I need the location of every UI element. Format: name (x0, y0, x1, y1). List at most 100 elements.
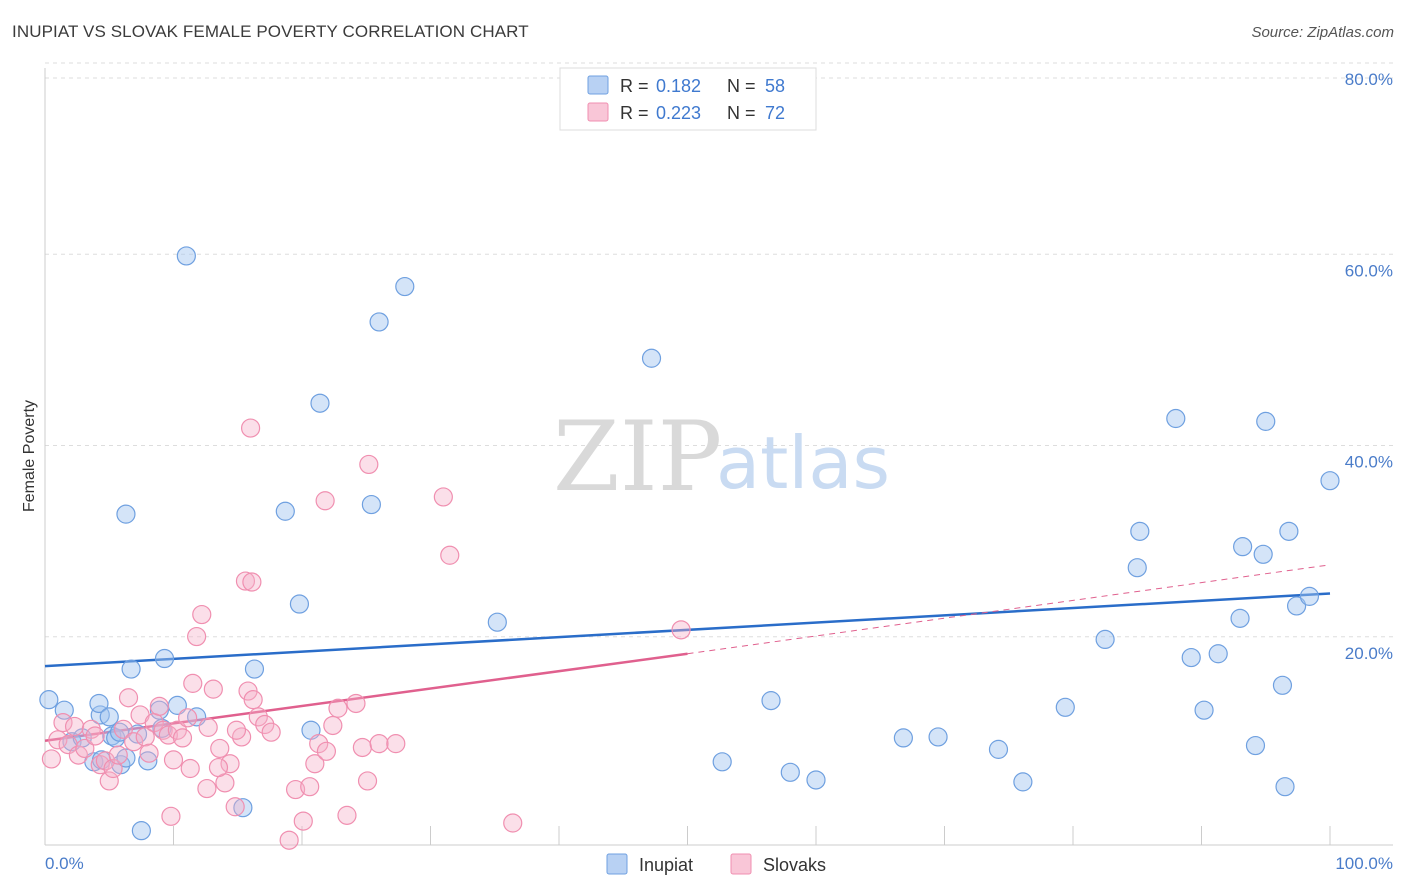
trend-line-slovaks-extension (687, 564, 1331, 655)
point-slovaks (158, 725, 178, 745)
point-inupiat (1272, 675, 1293, 695)
point-inupiat (1055, 697, 1075, 717)
point-inupiat (154, 648, 175, 669)
point-inupiat (806, 770, 826, 790)
point-slovaks (503, 813, 523, 833)
point-inupiat (244, 659, 265, 679)
legend-r-label-2: R = (620, 103, 649, 123)
point-slovaks (41, 749, 62, 769)
point-inupiat (761, 691, 781, 711)
point-slovaks (53, 712, 73, 733)
point-inupiat (1299, 586, 1320, 606)
point-inupiat (1275, 777, 1295, 797)
point-slovaks (242, 572, 262, 592)
bottom-legend-swatch-inupiat (606, 853, 628, 875)
point-slovaks (243, 690, 263, 710)
point-slovaks (64, 716, 85, 737)
y-tick-label: 60.0% (1345, 261, 1393, 280)
point-slovaks (305, 754, 325, 774)
point-inupiat (89, 693, 109, 714)
point-inupiat (361, 494, 381, 515)
legend-n-value-1: 58 (765, 76, 785, 96)
point-slovaks (203, 679, 223, 699)
bottom-legend-label-slovaks: Slovaks (763, 855, 826, 875)
point-slovaks (163, 750, 184, 770)
legend-n-value-2: 72 (765, 103, 785, 123)
x-tick-labels: 0.0% 100.0% (45, 854, 1393, 873)
point-slovaks (248, 707, 268, 727)
point-inupiat (116, 748, 136, 768)
point-slovaks (285, 779, 306, 800)
chart-title: INUPIAT VS SLOVAK FEMALE POVERTY CORRELA… (12, 22, 529, 41)
point-inupiat (893, 728, 913, 748)
point-inupiat (39, 690, 59, 710)
point-inupiat (121, 659, 141, 679)
point-inupiat (275, 501, 295, 521)
point-inupiat (138, 751, 158, 771)
data-points (39, 246, 1340, 850)
trend-lines (44, 564, 1331, 743)
point-slovaks (357, 771, 378, 791)
point-slovaks (198, 717, 218, 737)
y-tick-label: 40.0% (1345, 453, 1393, 472)
point-inupiat (1253, 544, 1273, 564)
point-inupiat (988, 739, 1009, 759)
point-slovaks (316, 741, 337, 761)
point-slovaks (225, 797, 245, 817)
point-inupiat (928, 727, 948, 747)
point-slovaks (139, 743, 159, 763)
point-inupiat (369, 312, 389, 332)
bottom-legend-label-inupiat: Inupiat (639, 855, 693, 875)
point-inupiat (1181, 647, 1201, 668)
point-slovaks (241, 418, 261, 438)
point-inupiat (99, 707, 119, 727)
point-slovaks (75, 738, 95, 759)
legend-swatch-slovaks (587, 102, 609, 122)
point-inupiat (487, 612, 507, 632)
y-axis-label: Female Poverty (21, 400, 38, 512)
point-slovaks (309, 734, 329, 754)
legend-n-label-2: N = (727, 103, 756, 123)
point-slovaks (108, 745, 128, 765)
point-inupiat (1095, 629, 1115, 650)
watermark-atlas: atlas (716, 421, 890, 505)
point-slovaks (352, 737, 372, 758)
point-inupiat (310, 393, 330, 413)
legend-n-label-1: N = (727, 76, 756, 96)
point-inupiat (176, 246, 196, 266)
point-slovaks (337, 805, 357, 825)
point-slovaks (346, 693, 366, 714)
point-slovaks (255, 714, 275, 735)
y-tick-labels: 80.0% 60.0% 40.0% 20.0% (1345, 70, 1393, 663)
point-slovaks (113, 719, 133, 739)
point-slovaks (187, 626, 207, 647)
point-inupiat (1194, 700, 1214, 720)
point-inupiat (1166, 408, 1186, 429)
point-slovaks (328, 698, 348, 718)
point-inupiat (1256, 411, 1276, 431)
point-inupiat (1130, 521, 1150, 541)
trend-line-slovaks (44, 652, 688, 743)
point-inupiat (116, 504, 136, 524)
point-slovaks (180, 758, 200, 779)
point-inupiat (1230, 608, 1250, 628)
y-tick-label: 80.0% (1345, 70, 1393, 89)
point-slovaks (208, 757, 229, 778)
point-inupiat (712, 752, 732, 772)
point-slovaks (323, 715, 343, 736)
axes (44, 68, 1393, 846)
grid-lines (45, 62, 1395, 638)
point-slovaks (386, 734, 406, 754)
point-slovaks (440, 545, 460, 565)
point-inupiat (395, 276, 415, 297)
point-slovaks (369, 734, 389, 754)
point-slovaks (90, 755, 110, 775)
point-inupiat (233, 798, 253, 818)
point-inupiat (1208, 644, 1228, 664)
point-slovaks (671, 620, 691, 640)
watermark: ZIP atlas (553, 401, 890, 513)
point-slovaks (124, 732, 144, 752)
source-label: Source: ZipAtlas.com (1251, 24, 1394, 41)
point-inupiat (1320, 471, 1340, 491)
